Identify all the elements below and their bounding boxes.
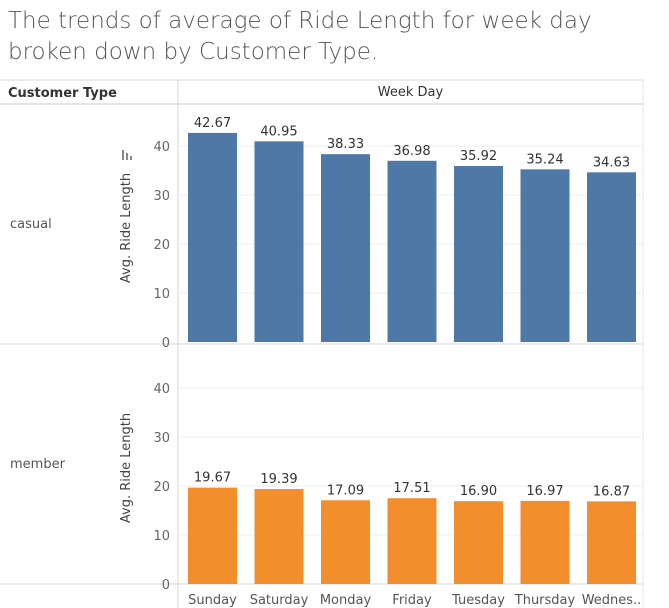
x-tick-label: Wednes.. <box>582 593 642 608</box>
bar-member-5[interactable] <box>520 500 570 584</box>
chart-frame: Customer Type Week Day <box>0 79 644 608</box>
data-label: 35.24 <box>526 152 563 167</box>
chart-panels: 0 10 20 30 40 Avg. Ride Length casual 42.67 40.9… <box>10 116 643 593</box>
data-label: 17.51 <box>393 481 430 496</box>
y-axis-label: Avg. Ride Length <box>119 173 134 283</box>
panel-casual: 0 10 20 30 40 Avg. Ride Length casual 42.67 40.9… <box>10 116 643 351</box>
bar-member-3[interactable] <box>387 498 437 584</box>
x-tick-label: Tuesday <box>451 593 505 608</box>
data-label: 35.92 <box>460 149 497 164</box>
y-tick-label: 40 <box>153 140 170 155</box>
x-tick-label: Friday <box>392 593 432 608</box>
bar-casual-6[interactable] <box>587 172 636 342</box>
chart-title: The trends of average of Ride Length for… <box>8 8 592 65</box>
bar-casual-2[interactable] <box>321 154 370 342</box>
x-tick-label: Thursday <box>514 593 576 608</box>
row-label-member: member <box>10 457 66 472</box>
column-dimension-header: Week Day <box>378 85 444 100</box>
x-tick-label: Saturday <box>250 593 309 608</box>
y-tick-label: 30 <box>153 189 170 204</box>
sort-axis-icon[interactable] <box>122 150 132 160</box>
row-label-casual: casual <box>10 217 52 232</box>
y-tick-label: 20 <box>153 238 170 253</box>
data-label: 16.87 <box>593 484 630 499</box>
data-label: 19.39 <box>260 472 297 487</box>
y-tick-label: 40 <box>153 382 170 397</box>
x-tick-label: Sunday <box>188 593 237 608</box>
bar-member-0[interactable] <box>188 487 237 584</box>
bar-member-6[interactable] <box>587 501 636 584</box>
bar-casual-1[interactable] <box>254 141 304 342</box>
data-label: 36.98 <box>393 144 430 159</box>
bar-casual-0[interactable] <box>188 132 237 342</box>
y-tick-label: 0 <box>162 578 170 593</box>
bar-casual-4[interactable] <box>454 165 503 342</box>
row-dimension-header: Customer Type <box>8 86 117 101</box>
y-tick-label: 20 <box>153 480 170 495</box>
y-axis-label: Avg. Ride Length <box>119 413 134 523</box>
bar-member-2[interactable] <box>321 500 370 584</box>
data-label: 40.95 <box>260 124 297 139</box>
x-tick-label: Monday <box>320 593 372 608</box>
y-tick-label: 10 <box>153 287 170 302</box>
data-label: 19.67 <box>194 471 231 486</box>
bar-member-4[interactable] <box>454 501 503 584</box>
data-label: 17.09 <box>327 483 364 498</box>
panel-member: 0 10 20 30 40 Avg. Ride Length member 19.67 19.3… <box>10 382 643 593</box>
data-label: 16.97 <box>526 484 563 499</box>
data-label: 42.67 <box>194 116 231 131</box>
y-tick-label: 0 <box>162 336 170 351</box>
y-tick-label: 10 <box>153 529 170 544</box>
data-label: 38.33 <box>327 137 364 152</box>
bar-casual-3[interactable] <box>387 160 437 342</box>
data-label: 34.63 <box>593 155 630 170</box>
bar-member-1[interactable] <box>254 488 304 584</box>
data-label: 16.90 <box>460 484 497 499</box>
bar-casual-5[interactable] <box>520 169 570 342</box>
category-axis: Sunday Saturday Monday Friday Tuesday Thursda… <box>188 593 641 608</box>
y-tick-label: 30 <box>153 431 170 446</box>
